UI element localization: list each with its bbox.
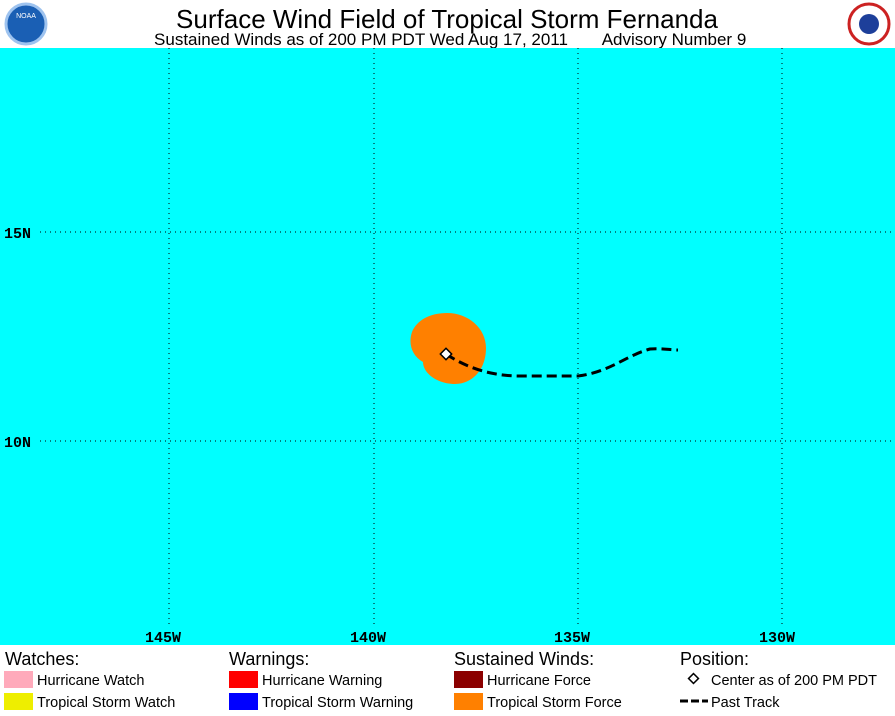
lon-label: 135W (554, 630, 590, 647)
title: Surface Wind Field of Tropical Storm Fer… (176, 4, 718, 34)
legend-center-icon (687, 672, 700, 685)
legend-item: Tropical Storm Watch (37, 695, 175, 711)
legend-item: Hurricane Warning (262, 673, 382, 689)
legend-item: Tropical Storm Force (487, 695, 622, 711)
advisory: Advisory Number 9 (602, 30, 747, 49)
legend-heading: Warnings: (229, 649, 309, 669)
legend-swatch (229, 693, 258, 710)
legend-swatch (454, 693, 483, 710)
subtitle: Sustained Winds as of 200 PM PDT Wed Aug… (154, 30, 568, 49)
legend-item: Hurricane Watch (37, 673, 144, 689)
legend (0, 645, 895, 716)
legend-heading: Watches: (5, 649, 79, 669)
legend-item: Hurricane Force (487, 673, 591, 689)
legend-item: Tropical Storm Warning (262, 695, 413, 711)
legend-heading: Sustained Winds: (454, 649, 594, 669)
legend-swatch (229, 671, 258, 688)
storm-center (439, 347, 453, 361)
lat-label: 10N (4, 435, 31, 452)
lon-label: 140W (350, 630, 386, 647)
legend-swatch (4, 671, 33, 688)
legend-item: Past Track (711, 695, 780, 711)
noaa-logo (4, 2, 48, 46)
legend-swatch (4, 693, 33, 710)
nws-logo-center (859, 14, 879, 34)
lat-label: 15N (4, 226, 31, 243)
past-track (445, 347, 679, 378)
lon-label: 145W (145, 630, 181, 647)
legend-item: Center as of 200 PM PDT (711, 673, 877, 689)
legend-swatch (454, 671, 483, 688)
noaa-logo-text: NOAA (16, 13, 36, 20)
legend-heading: Position: (680, 649, 749, 669)
lon-label: 130W (759, 630, 795, 647)
